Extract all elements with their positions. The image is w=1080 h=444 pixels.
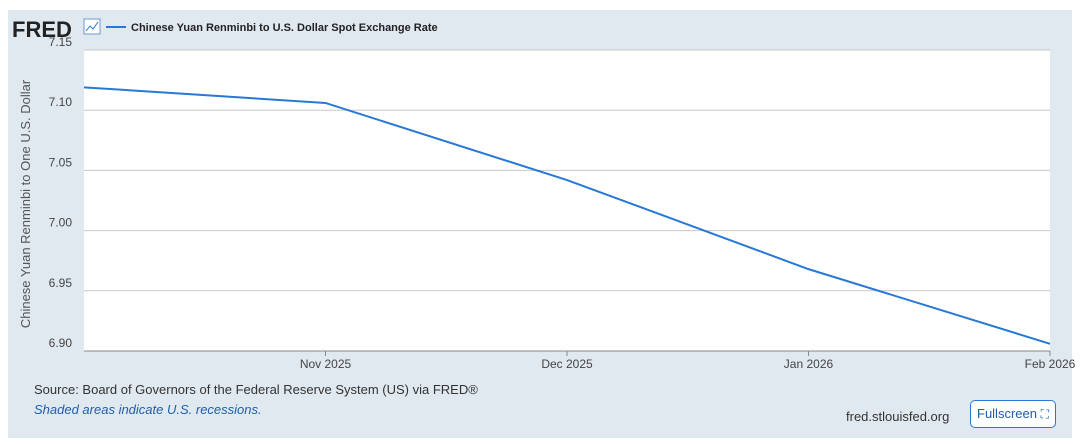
y-tick-label: 6.95 [49,276,73,290]
fullscreen-icon[interactable]: ⛶ [1040,407,1049,421]
y-tick-label: 6.90 [49,336,73,350]
logo-icon [85,21,99,32]
y-axis-label: Chinese Yuan Renminbi to One U.S. Dollar [18,79,33,328]
source: Source: Board of Governors of the Federa… [34,382,478,397]
fullscreen-button[interactable]: Fullscreen ⛶ [970,400,1056,428]
x-tick-label: Dec 2025 [541,357,593,371]
plot-area [84,50,1050,351]
button-label[interactable]: Fullscreen [977,406,1037,421]
y-tick-label: 7.10 [49,95,73,109]
legend-label: Chinese Yuan Renminbi to U.S. Dollar Spo… [131,22,438,34]
y-tick-label: 7.00 [49,216,73,230]
x-tick-label: Jan 2026 [784,357,834,371]
y-tick-label: 7.15 [49,35,73,49]
x-tick-label: Nov 2025 [300,357,352,371]
note: Shaded areas indicate U.S. recessions. [34,402,262,417]
logo: FRED [12,17,72,42]
series-line [83,86,1051,345]
y-tick-label: 7.05 [49,155,73,169]
x-tick-label: Feb 2026 [1025,357,1076,371]
logo-icon [83,18,101,35]
site: fred.stlouisfed.org [846,409,949,424]
